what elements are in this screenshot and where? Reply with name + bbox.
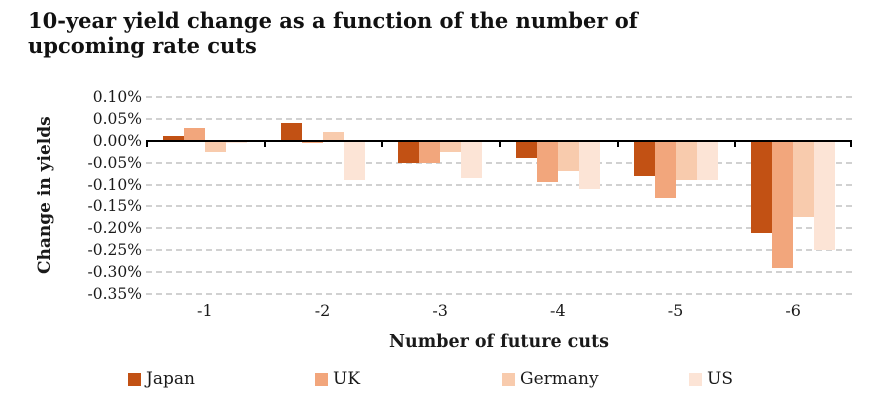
y-axis-ticks: 0.10% 0.05% 0.00% -0.05% -0.10% -0.15% -0.20% -… <box>58 88 142 303</box>
x-axis-tickmark <box>616 140 619 147</box>
bar-us--6 <box>814 140 836 251</box>
x-axis-tickmark <box>850 140 852 147</box>
legend-label-germany: Germany <box>520 368 599 389</box>
bar-germany--3 <box>440 140 462 152</box>
y-tick-label: 0.05% <box>92 109 142 128</box>
plot-area <box>146 96 852 295</box>
gridline <box>146 249 852 252</box>
bar-japan--2 <box>280 123 302 141</box>
gridline <box>146 96 852 98</box>
bar-germany--4 <box>557 140 579 172</box>
y-tick-label: -0.15% <box>87 197 142 216</box>
bar-us--1 <box>225 140 247 143</box>
x-axis-tickmark <box>499 140 501 147</box>
bar-us--2 <box>343 140 365 181</box>
bar-uk--4 <box>536 140 558 183</box>
gridline <box>146 117 852 120</box>
legend-swatch-germany <box>502 372 515 386</box>
x-tick-label: -6 <box>785 301 801 320</box>
x-axis-ticks: -1 -2 -3 -4 -5 -6 <box>146 301 852 321</box>
y-tick-label: -0.30% <box>87 263 142 282</box>
bar-us--3 <box>461 140 483 178</box>
bar-germany--1 <box>204 140 226 152</box>
y-tick-label: -0.10% <box>87 175 142 194</box>
y-tick-label: -0.20% <box>87 219 142 238</box>
legend-item-japan: Japan <box>128 368 315 389</box>
bar-japan--1 <box>162 136 184 141</box>
bar-japan--6 <box>751 140 773 233</box>
bar-uk--2 <box>301 140 323 143</box>
bar-uk--6 <box>772 140 794 268</box>
legend-swatch-japan <box>128 372 141 386</box>
bar-japan--5 <box>633 140 655 176</box>
legend-item-us: US <box>689 368 876 389</box>
x-axis-tickmark <box>381 140 384 147</box>
bar-germany--2 <box>322 132 344 141</box>
x-axis-tickmark <box>263 140 266 147</box>
bar-japan--3 <box>398 140 420 163</box>
bar-japan--4 <box>515 140 537 159</box>
bar-germany--5 <box>675 140 697 181</box>
x-tick-label: -2 <box>314 301 331 320</box>
legend-label-us: US <box>707 368 733 389</box>
gridline <box>146 293 852 295</box>
legend-swatch-us <box>689 372 702 386</box>
bar-us--5 <box>696 140 718 181</box>
y-tick-label: -0.35% <box>87 285 142 303</box>
x-axis-tickmark <box>734 140 737 147</box>
legend-label-japan: Japan <box>146 368 195 389</box>
bar-germany--6 <box>793 140 815 218</box>
bar-uk--3 <box>419 140 441 163</box>
gridline <box>146 183 852 186</box>
y-tick-label: -0.25% <box>87 241 142 260</box>
gridline <box>146 205 852 208</box>
y-tick-label: -0.05% <box>87 153 142 172</box>
bar-us--4 <box>578 140 600 189</box>
gridline <box>146 161 852 164</box>
x-axis-tickmark <box>146 140 148 147</box>
x-tick-label: -1 <box>197 301 213 320</box>
legend-label-uk: UK <box>333 368 361 389</box>
chart-title: 10-year yield change as a function of th… <box>28 8 638 59</box>
legend: Japan UK Germany US <box>128 366 876 392</box>
legend-item-germany: Germany <box>502 368 689 389</box>
legend-swatch-uk <box>315 372 328 386</box>
x-tick-label: -3 <box>432 301 448 320</box>
legend-item-uk: UK <box>315 368 502 389</box>
x-axis-title: Number of future cuts <box>388 332 610 352</box>
x-tick-label: -5 <box>667 301 684 320</box>
bar-uk--1 <box>183 127 205 141</box>
y-tick-label: 0.00% <box>92 131 142 150</box>
gridline <box>146 227 852 230</box>
x-tick-label: -4 <box>550 301 566 320</box>
y-axis-title: Change in yields <box>35 116 55 275</box>
y-tick-label: 0.10% <box>92 88 142 106</box>
bar-uk--5 <box>654 140 676 198</box>
gridline <box>146 271 852 274</box>
